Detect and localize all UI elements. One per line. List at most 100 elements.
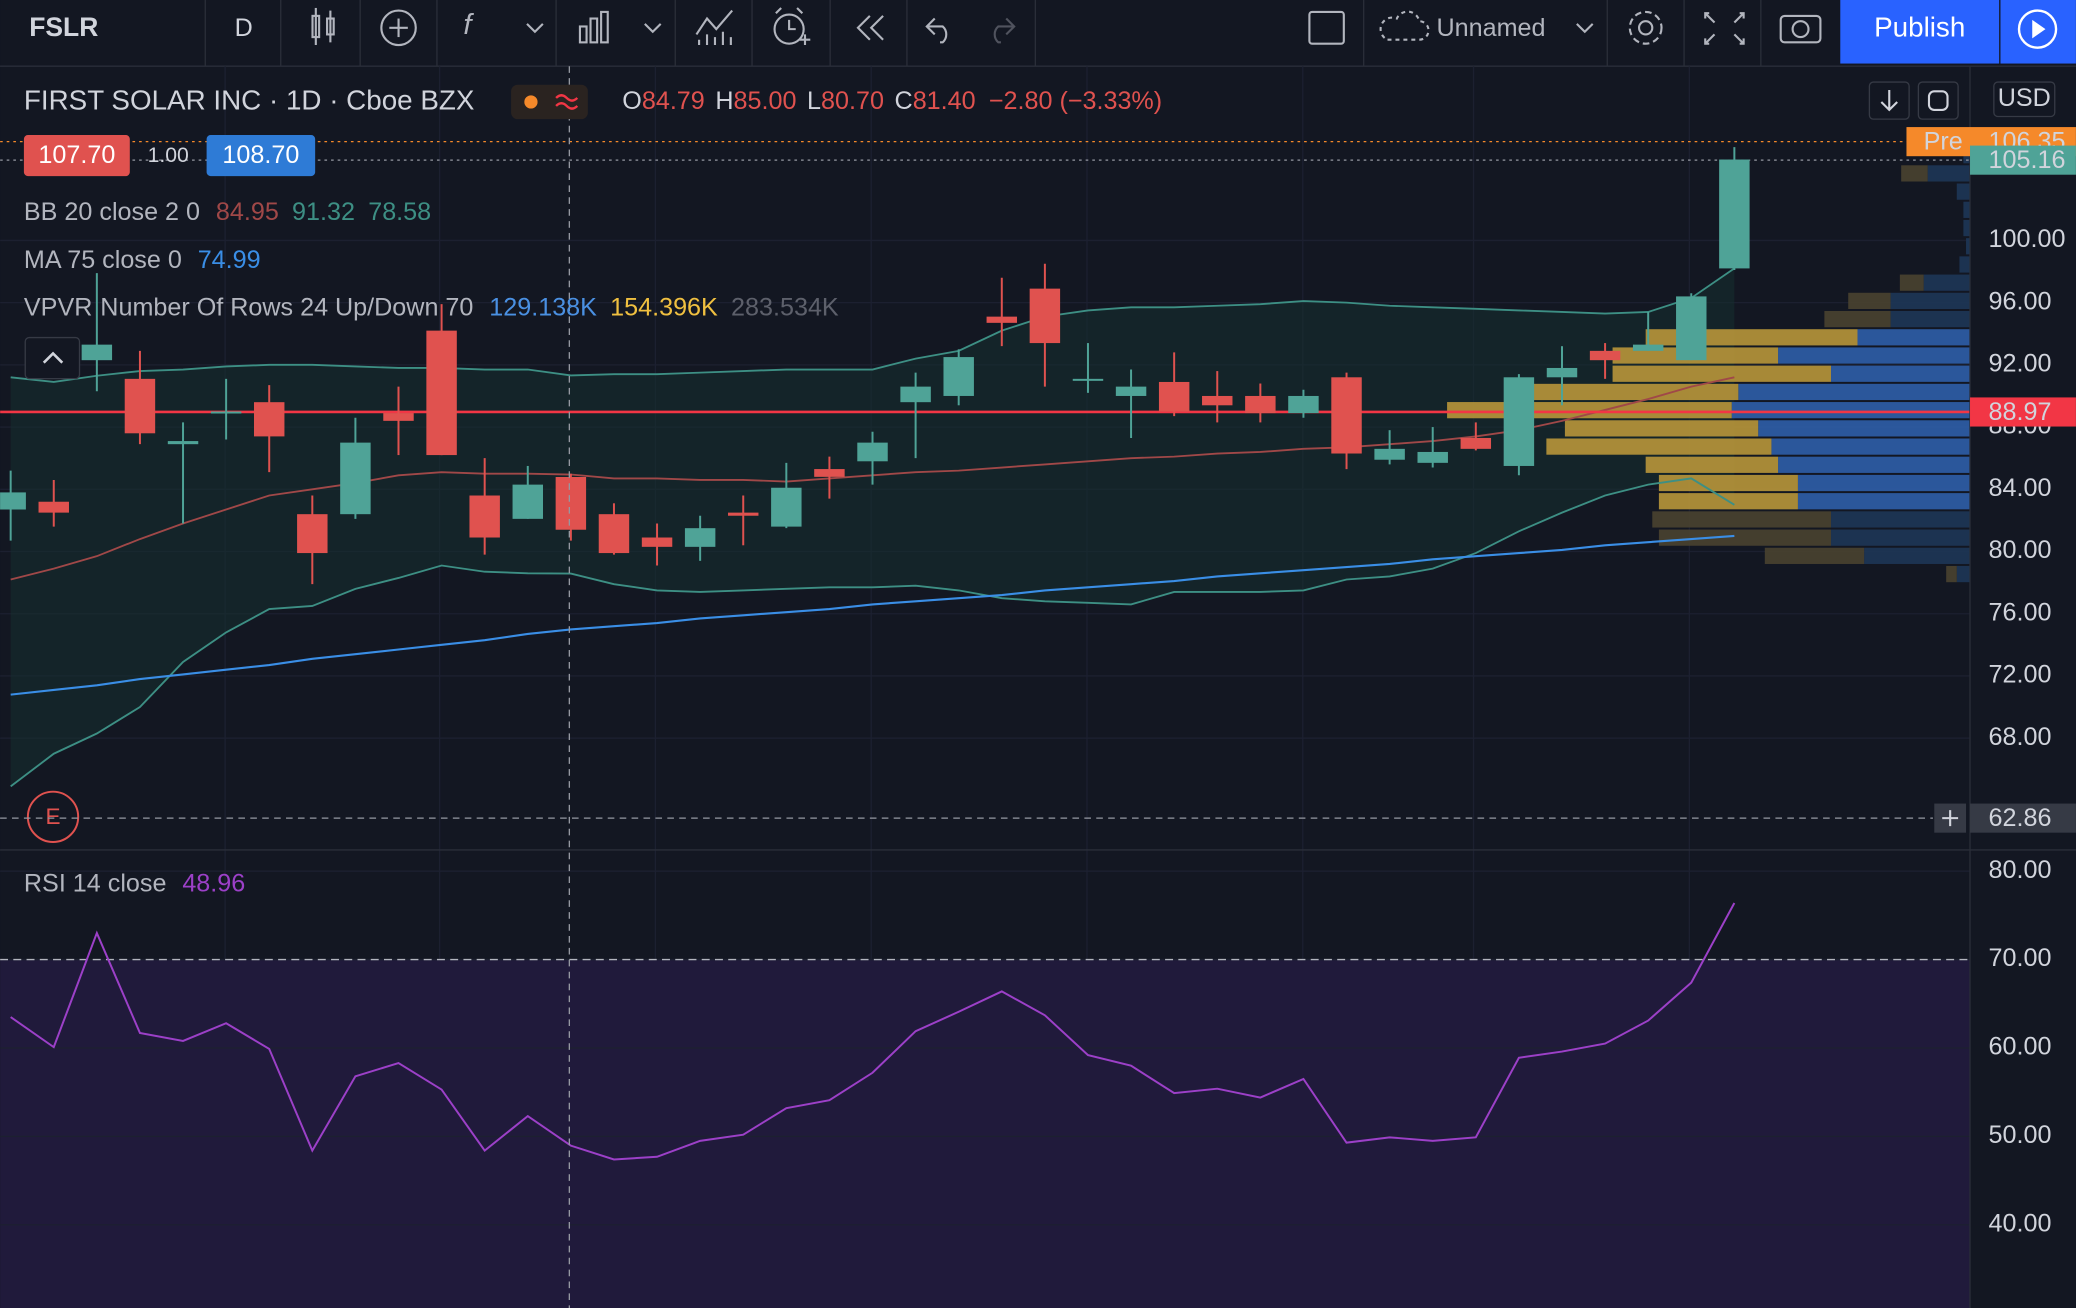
- rsi-readout: 48.96: [182, 869, 245, 897]
- earnings-label[interactable]: E: [46, 804, 61, 829]
- vpvr-down: [1612, 365, 1832, 382]
- candle-body: [81, 344, 113, 361]
- bid[interactable]: 107.70: [38, 141, 115, 169]
- y-tick-label: 80.00: [1989, 856, 2052, 884]
- close: 81.40: [913, 87, 976, 115]
- currency: USD: [1998, 84, 2051, 112]
- vpvr-down: [1658, 529, 1832, 546]
- candle-body: [38, 501, 69, 513]
- bb-lower: 78.58: [368, 198, 431, 226]
- candle-body: [383, 413, 414, 421]
- vpvr-up: [1890, 310, 1971, 328]
- price-pane: [0, 140, 1971, 788]
- vpvr-down: [1645, 456, 1779, 473]
- alert-icon[interactable]: [773, 7, 811, 46]
- candle-body: [297, 514, 328, 554]
- vpvr-up: [1963, 219, 1971, 237]
- publish-label[interactable]: Publish: [1874, 11, 1965, 42]
- candle-body: [1632, 344, 1664, 351]
- replay-icon[interactable]: [856, 15, 884, 41]
- templates-icon[interactable]: [578, 10, 609, 44]
- y-tick-label: 50.00: [1989, 1121, 2052, 1149]
- bb-lower: [10, 477, 1735, 788]
- candle-body: [469, 495, 500, 538]
- interval[interactable]: D: [235, 14, 253, 42]
- ma-label: MA 75 close 0: [24, 245, 182, 273]
- crosshair-label-box: [1970, 803, 2076, 833]
- y-tick-label: 76.00: [1989, 598, 2052, 626]
- ask[interactable]: 108.70: [222, 141, 299, 169]
- snapshot-icon[interactable]: [1779, 14, 1822, 44]
- chevron[interactable]: [526, 23, 544, 34]
- vpvr-down: [1447, 402, 1732, 419]
- indicators-icon[interactable]: f: [463, 9, 474, 41]
- vpvr-up: [1864, 547, 1971, 564]
- chevron[interactable]: [1576, 23, 1594, 34]
- button[interactable]: [1917, 81, 1959, 120]
- y-tick-label: 70.00: [1989, 944, 2052, 972]
- undo-icon[interactable]: [925, 17, 948, 44]
- vpvr-up: [1758, 420, 1971, 437]
- symbol[interactable]: FSLR: [29, 12, 98, 42]
- collapse-icon[interactable]: [42, 351, 64, 364]
- layout-icon[interactable]: [1308, 10, 1345, 45]
- candle-body: [1115, 386, 1147, 396]
- vpvr-down: [1901, 165, 1928, 182]
- vpvr-up: [1956, 565, 1971, 583]
- candle-body: [0, 492, 26, 510]
- fullscreen-icon[interactable]: [1704, 12, 1745, 45]
- legend: FIRST SOLAR INC · 1D · Cboe BZX O84.79 H8…: [23, 84, 1162, 897]
- price-label: 105.16: [1989, 146, 2066, 174]
- compare-icon[interactable]: [380, 9, 417, 47]
- redo-icon: [993, 17, 1016, 44]
- candle-body: [1158, 381, 1190, 412]
- chevron[interactable]: [644, 23, 662, 34]
- sync-icon: [1927, 90, 1949, 111]
- vpvr-up: [1966, 238, 1971, 255]
- earnings-marker[interactable]: [26, 790, 80, 843]
- candle-body: [253, 402, 285, 437]
- bar-style-icon[interactable]: [311, 7, 335, 46]
- financials-icon[interactable]: [695, 9, 733, 46]
- candle-body: [1417, 451, 1448, 463]
- candle-body: [1072, 378, 1104, 381]
- bb-basis: 84.95: [216, 198, 279, 226]
- market-status: [511, 84, 588, 120]
- play-icon[interactable]: [2032, 19, 2046, 39]
- candle-body: [1719, 159, 1750, 269]
- vpvr-up: [1831, 365, 1971, 382]
- candle-body: [1202, 395, 1233, 406]
- stream-icon[interactable]: [2017, 9, 2058, 49]
- ma-readout: 74.99: [198, 245, 261, 273]
- vpvr-up: [1956, 183, 1971, 200]
- candle-body: [167, 441, 199, 445]
- vpvr-up: [1831, 529, 1971, 546]
- vpvr-up: [1963, 201, 1971, 218]
- vpvr-down: [1824, 310, 1891, 328]
- crosshair-label: 62.86: [1989, 804, 2052, 832]
- vpvr-up: [1923, 274, 1971, 291]
- vpvr-up: [1797, 493, 1971, 510]
- vpvr-settings: Number Of Rows 24 Up/Down 70: [100, 293, 473, 321]
- vpvr-down: [1533, 383, 1739, 401]
- toolbar: FSLR D f Unnamed Publish: [0, 0, 2076, 67]
- collapse-button[interactable]: [24, 336, 81, 380]
- sell-button[interactable]: [23, 135, 130, 177]
- y-tick-label: 40.00: [1989, 1210, 2052, 1238]
- buy-button[interactable]: [206, 135, 316, 177]
- vpvr-up: [1738, 383, 1971, 401]
- settings-icon[interactable]: [1628, 10, 1663, 45]
- candle-body: [986, 316, 1018, 323]
- candle-body: [857, 442, 888, 462]
- vpvr-legend: VPVR Number Of Rows 24 Up/Down 70 129.138K…: [24, 293, 839, 321]
- qty: 1.00: [148, 144, 189, 167]
- layout-name[interactable]: Unnamed: [1436, 14, 1545, 42]
- candle-body: [900, 386, 931, 403]
- plus-icon: [1942, 810, 1959, 827]
- publish-button[interactable]: [1840, 0, 2000, 64]
- vpvr-down: [1652, 511, 1832, 528]
- candle-body: [1374, 448, 1405, 460]
- low: 80.70: [821, 87, 884, 115]
